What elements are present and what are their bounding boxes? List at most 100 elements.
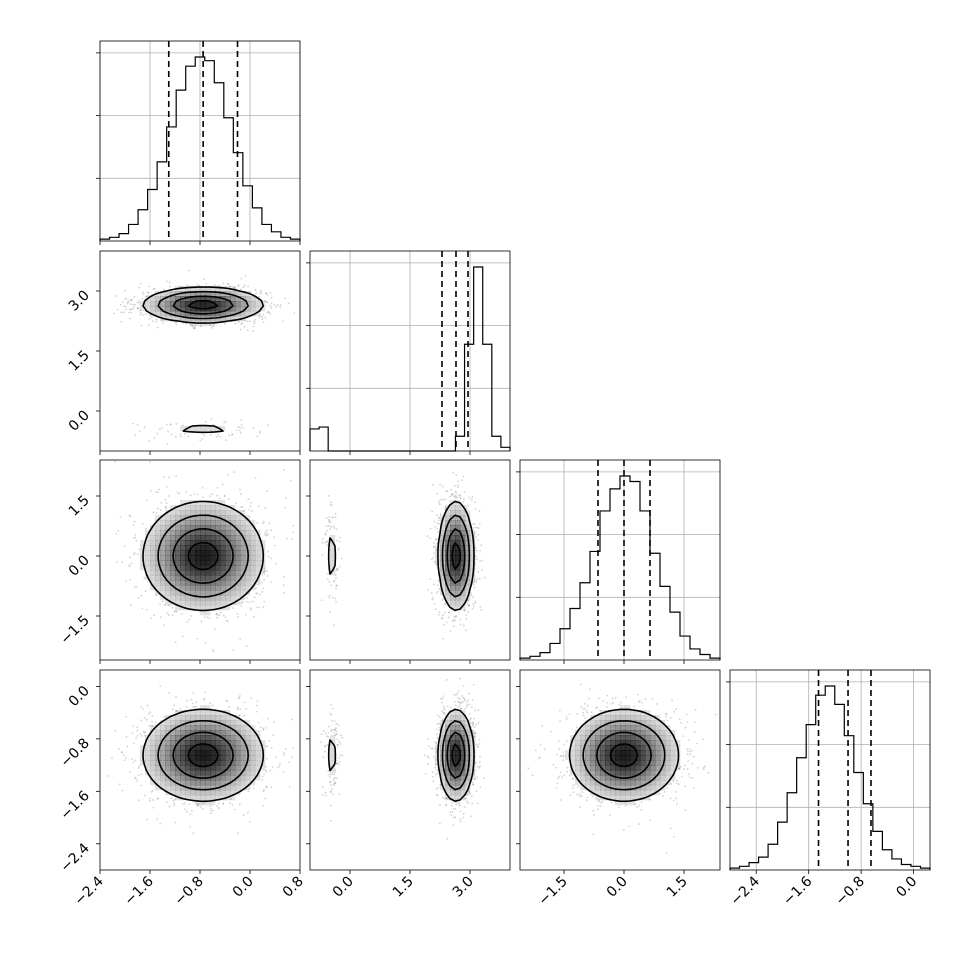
density-cell — [260, 765, 266, 771]
scatter-point — [252, 325, 255, 328]
density-cell — [250, 545, 256, 551]
density-cell — [440, 575, 446, 581]
scatter-point — [192, 692, 195, 694]
density-cell — [610, 740, 616, 746]
density-cell — [440, 525, 446, 531]
density-cell — [610, 775, 616, 781]
scatter-point — [665, 713, 668, 715]
density-cell — [605, 745, 611, 751]
density-cell — [455, 530, 461, 536]
density-cell — [230, 545, 236, 551]
density-cell — [155, 740, 161, 746]
scatter-point — [266, 490, 269, 493]
density-cell — [615, 795, 621, 801]
scatter-point — [203, 698, 205, 701]
density-cell — [235, 590, 241, 596]
scatter-point — [602, 700, 605, 702]
density-cell — [190, 291, 196, 297]
density-cell — [220, 525, 226, 531]
scatter-point — [453, 693, 456, 696]
density-cell — [245, 725, 251, 731]
density-cell — [160, 770, 166, 776]
scatter-point — [161, 318, 164, 321]
density-cell — [165, 725, 171, 731]
scatter-point — [152, 806, 155, 809]
density-cell — [155, 760, 161, 766]
density-cell — [630, 735, 636, 741]
scatter-point — [543, 748, 546, 751]
density-cell — [460, 595, 466, 601]
scatter-point — [129, 308, 131, 311]
scatter-point — [476, 743, 478, 746]
scatter-point — [143, 731, 146, 734]
density-cell — [220, 765, 226, 771]
density-cell — [235, 760, 241, 766]
density-cell — [620, 705, 626, 711]
density-cell — [225, 530, 231, 536]
density-cell — [205, 590, 211, 596]
density-cell — [455, 725, 461, 731]
density-cell — [625, 785, 631, 791]
density-cell — [225, 755, 231, 761]
density-cell — [215, 510, 221, 516]
scatter-point — [250, 501, 252, 504]
density-cell — [205, 790, 211, 796]
density-cell — [585, 770, 591, 776]
scatter-point — [441, 710, 443, 713]
scatter-point — [127, 300, 130, 303]
density-cell — [245, 575, 251, 581]
scatter-point — [156, 818, 159, 821]
density-cell — [240, 291, 246, 297]
density-cell — [660, 745, 666, 751]
scatter-point — [429, 578, 432, 581]
scatter-point — [454, 490, 457, 493]
scatter-point — [448, 611, 451, 614]
scatter-point — [332, 779, 335, 782]
scatter-point — [336, 759, 338, 762]
marginal-histogram-1 — [306, 250, 511, 455]
density-cell — [240, 570, 246, 576]
scatter-point — [173, 798, 176, 801]
density-cell — [455, 715, 461, 721]
density-cell — [185, 770, 191, 776]
scatter-point — [462, 696, 465, 699]
scatter-point — [452, 824, 455, 827]
density-cell — [200, 500, 206, 506]
density-cell — [215, 725, 221, 731]
scatter-point — [430, 747, 432, 750]
density-cell — [250, 535, 256, 541]
scatter-point — [426, 755, 429, 758]
scatter-point — [172, 799, 175, 802]
density-cell — [645, 715, 651, 721]
scatter-point — [267, 424, 270, 427]
density-cell — [195, 720, 201, 726]
density-cell — [170, 316, 176, 322]
scatter-point — [440, 701, 443, 704]
density-cell — [230, 535, 236, 541]
density-cell — [450, 585, 456, 591]
scatter-point — [219, 497, 222, 500]
scatter-point — [689, 750, 692, 753]
density-cells — [140, 500, 266, 616]
scatter-point — [605, 706, 608, 709]
density-cell — [440, 740, 446, 746]
scatter-point — [248, 820, 251, 823]
density-cell — [470, 750, 476, 756]
density-cell — [220, 595, 226, 601]
scatter-point — [431, 598, 434, 601]
density-cell — [645, 745, 651, 751]
scatter-point — [446, 705, 449, 708]
density-cell — [590, 725, 596, 731]
scatter-point — [435, 733, 438, 736]
density-cell — [175, 316, 181, 322]
density-cell — [145, 570, 151, 576]
scatter-point — [134, 776, 137, 779]
scatter-point — [241, 322, 243, 325]
density-cell — [155, 780, 161, 786]
density-cell — [445, 570, 451, 576]
density-cell — [160, 590, 166, 596]
density-cell — [215, 301, 221, 307]
scatter-point — [702, 768, 705, 771]
scatter-point — [622, 829, 625, 832]
density-cell — [465, 790, 471, 796]
